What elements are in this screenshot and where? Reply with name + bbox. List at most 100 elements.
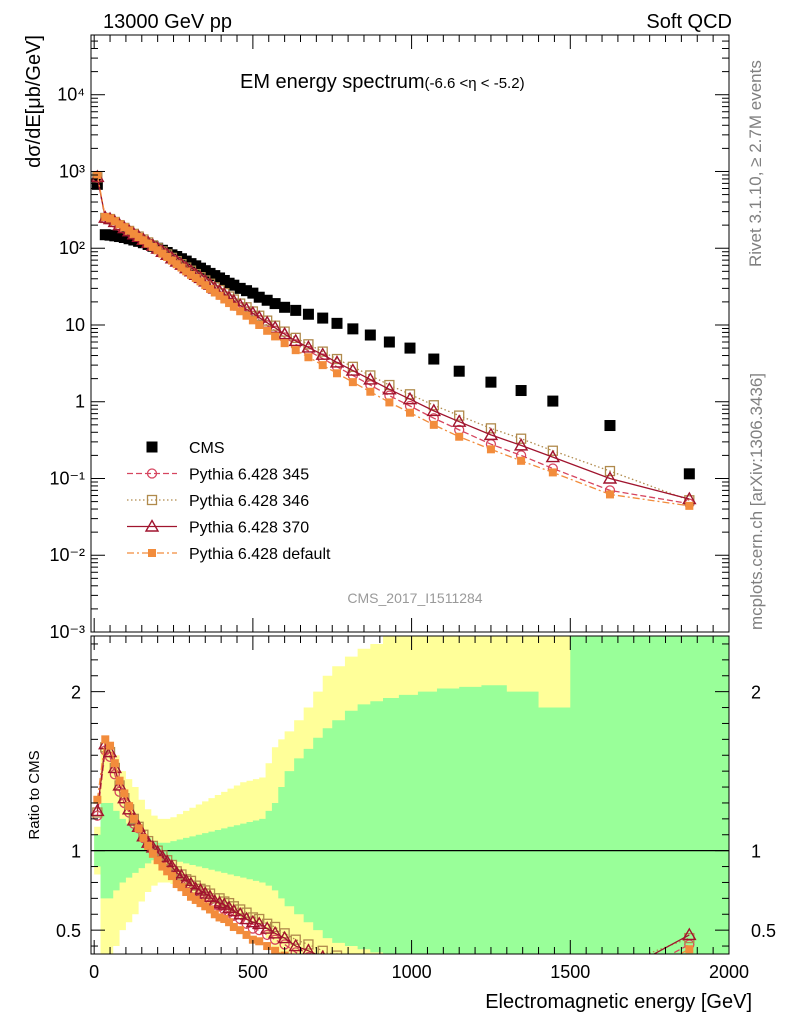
point-pythia-6-428-default xyxy=(153,246,162,255)
point-pythia-6-428-default xyxy=(548,468,557,477)
ratio-point-pythia-6-428-370 xyxy=(364,962,376,973)
ratio-y-tick-label: 1 xyxy=(71,842,81,862)
point-cms xyxy=(331,317,343,329)
legend-marker-pythia-6-428-default xyxy=(148,549,156,557)
point-pythia-6-428-default xyxy=(220,295,229,304)
ratio-point-pythia-6-428-370 xyxy=(682,927,697,941)
point-pythia-6-428-default xyxy=(215,291,224,300)
uncertainty-bands xyxy=(94,636,729,954)
ratio-point-pythia-6-428-370 xyxy=(259,921,275,934)
ratio-point-pythia-6-428-default xyxy=(196,899,205,908)
ratio-point-pythia-6-428-370 xyxy=(485,970,497,981)
ratio-point-pythia-6-428-370 xyxy=(245,914,261,928)
legend-label-pythia-6-428-345: Pythia 6.428 345 xyxy=(189,467,309,484)
ratio-point-pythia-6-428-370 xyxy=(102,744,118,758)
ratio-point-pythia-6-428-default xyxy=(349,974,357,982)
ratio-point-pythia-6-428-346 xyxy=(455,964,464,973)
ratio-point-pythia-6-428-370 xyxy=(453,969,465,980)
ratio-point-pythia-6-428-370 xyxy=(107,760,123,774)
point-pythia-6-428-370 xyxy=(363,372,378,385)
point-pythia-6-428-default xyxy=(225,299,234,308)
ratio-point-pythia-6-428-default xyxy=(248,935,257,944)
ratio-point-pythia-6-428-345 xyxy=(318,957,327,966)
point-cms xyxy=(404,342,416,354)
legend-label-pythia-6-428-346: Pythia 6.428 346 xyxy=(189,493,309,510)
point-pythia-6-428-370 xyxy=(329,355,345,368)
point-pythia-6-428-346 xyxy=(347,361,359,372)
point-pythia-6-428-default xyxy=(605,490,614,499)
point-cms xyxy=(364,329,376,341)
y-tick-label: 10² xyxy=(59,238,85,258)
y-tick-label: 1 xyxy=(75,392,85,412)
ratio-point-pythia-6-428-default xyxy=(182,887,191,896)
ratio-point-pythia-6-428-default xyxy=(106,741,115,750)
point-pythia-6-428-default xyxy=(318,361,327,370)
point-pythia-6-428-default xyxy=(486,445,495,454)
ratio-y-tick-label-right: 0.5 xyxy=(751,921,776,941)
point-pythia-6-428-default xyxy=(115,220,124,229)
ratio-point-pythia-6-428-345 xyxy=(366,970,375,979)
ratio-point-pythia-6-428-346 xyxy=(605,964,614,973)
ratio-point-pythia-6-428-default xyxy=(186,892,195,901)
point-pythia-6-428-default xyxy=(139,236,148,245)
side-label-mcplots: mcplots.cern.ch [arXiv:1306.3436] xyxy=(747,372,766,630)
point-pythia-6-428-370 xyxy=(426,403,442,417)
point-cms xyxy=(247,287,259,299)
ratio-point-pythia-6-428-370 xyxy=(164,859,180,872)
point-pythia-6-428-346 xyxy=(604,465,616,477)
point-cms xyxy=(547,395,559,407)
point-pythia-6-428-default xyxy=(144,239,153,248)
y-tick-label: 10⁻³ xyxy=(49,622,85,642)
point-pythia-6-428-default xyxy=(163,252,172,261)
point-pythia-6-428-default xyxy=(158,249,167,258)
ratio-point-pythia-6-428-346 xyxy=(269,921,281,933)
ratio-point-pythia-6-428-default xyxy=(406,983,414,991)
ratio-point-pythia-6-428-345 xyxy=(304,952,313,954)
ratio-point-pythia-6-428-default xyxy=(163,867,172,876)
point-pythia-6-428-370 xyxy=(315,347,330,360)
ratio-point-pythia-6-428-default xyxy=(191,895,200,904)
ratio-point-pythia-6-428-default xyxy=(366,977,374,985)
ratio-point-pythia-6-428-default xyxy=(236,926,245,935)
point-pythia-6-428-default xyxy=(106,214,115,223)
point-pythia-6-428-default xyxy=(248,316,257,325)
point-pythia-6-428-370 xyxy=(545,449,561,463)
point-pythia-6-428-default xyxy=(429,420,438,429)
point-pythia-6-428-default xyxy=(148,242,157,251)
ratio-point-pythia-6-428-370 xyxy=(226,903,242,917)
point-pythia-6-428-default xyxy=(304,353,313,362)
point-cms xyxy=(317,312,329,324)
y-tick-label: 10⁻² xyxy=(49,545,85,565)
point-pythia-6-428-default xyxy=(685,501,694,510)
ratio-point-pythia-6-428-346 xyxy=(303,939,314,950)
y-tick-label: 10⁴ xyxy=(57,85,85,105)
ratio-point-pythia-6-428-default xyxy=(115,776,124,785)
ratio-point-pythia-6-428-default xyxy=(271,946,280,954)
y-tick-label: 10³ xyxy=(59,161,85,181)
point-pythia-6-428-default xyxy=(134,233,143,242)
y-axis-label-main: dσ/dE[μb/GeV] xyxy=(23,35,45,168)
point-pythia-6-428-default xyxy=(101,213,110,222)
point-pythia-6-428-346 xyxy=(515,433,527,444)
ratio-point-pythia-6-428-default xyxy=(93,795,102,804)
x-tick-label: 500 xyxy=(238,962,268,982)
ratio-point-pythia-6-428-default xyxy=(148,849,157,858)
point-cms xyxy=(428,353,440,365)
ratio-point-pythia-6-428-default xyxy=(172,880,181,889)
ratio-point-pythia-6-428-370 xyxy=(159,854,175,867)
point-pythia-6-428-370 xyxy=(602,471,618,484)
point-pythia-6-428-default xyxy=(406,408,414,417)
ratio-point-pythia-6-428-default xyxy=(201,902,210,911)
point-cms xyxy=(485,376,497,388)
point-cms xyxy=(253,291,265,303)
point-cms xyxy=(234,282,246,294)
legend: CMS Pythia 6.428 345 Pythia 6.428 346 Pythi… xyxy=(127,440,331,563)
ratio-point-pythia-6-428-default xyxy=(139,833,148,842)
ratio-point-pythia-6-428-370 xyxy=(515,973,527,984)
header-left: 13000 GeV pp xyxy=(103,11,232,33)
ratio-point-pythia-6-428-default xyxy=(125,802,134,811)
ratio-point-pythia-6-428-346 xyxy=(317,945,328,954)
ratio-point-pythia-6-428-345 xyxy=(348,965,357,974)
point-cms xyxy=(91,178,103,190)
watermark: CMS_2017_I1511284 xyxy=(347,590,482,606)
